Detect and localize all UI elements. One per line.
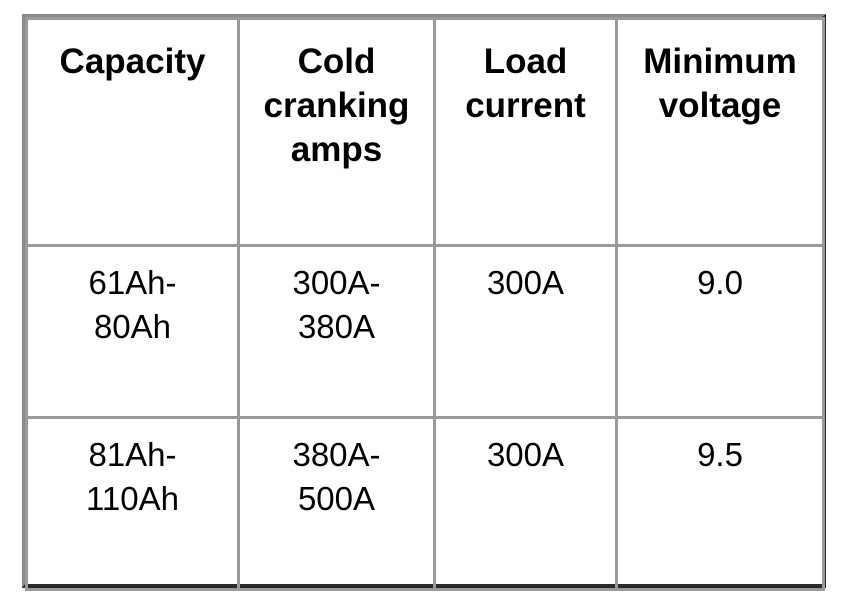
header-load-current-text: Load current bbox=[465, 42, 586, 125]
cell-capacity-text: 61Ah- 80Ah bbox=[88, 264, 177, 345]
battery-table-frame: Capacity Cold cranking amps Load current… bbox=[22, 14, 826, 591]
cell-load-current: 300A bbox=[433, 244, 618, 419]
cell-load-current: 300A bbox=[433, 416, 618, 591]
cell-capacity-text: 81Ah- 110Ah bbox=[86, 436, 179, 517]
header-cold-cranking-amps: Cold cranking amps bbox=[237, 17, 436, 247]
cell-capacity: 61Ah- 80Ah bbox=[25, 244, 240, 419]
header-minimum-voltage: Minimum voltage bbox=[615, 17, 825, 247]
cell-minimum-voltage-text: 9.5 bbox=[697, 436, 743, 473]
cell-minimum-voltage-text: 9.0 bbox=[697, 264, 743, 301]
table-row: 81Ah- 110Ah 380A- 500A 300A 9.5 bbox=[25, 416, 825, 591]
header-minimum-voltage-text: Minimum voltage bbox=[643, 42, 797, 125]
cell-load-current-text: 300A bbox=[486, 264, 565, 301]
header-load-current: Load current bbox=[433, 17, 618, 247]
cell-minimum-voltage: 9.5 bbox=[615, 416, 825, 591]
cell-cold-cranking-amps: 300A- 380A bbox=[237, 244, 436, 419]
header-row: Capacity Cold cranking amps Load current… bbox=[25, 17, 825, 247]
header-capacity: Capacity bbox=[25, 17, 240, 247]
cell-capacity: 81Ah- 110Ah bbox=[25, 416, 240, 591]
cell-cold-cranking-amps: 380A- 500A bbox=[237, 416, 436, 591]
battery-test-table: Capacity Cold cranking amps Load current… bbox=[25, 17, 825, 591]
header-capacity-text: Capacity bbox=[59, 42, 206, 81]
table-row: 61Ah- 80Ah 300A- 380A 300A 9.0 bbox=[25, 244, 825, 419]
cell-minimum-voltage: 9.0 bbox=[615, 244, 825, 419]
cell-load-current-text: 300A bbox=[486, 436, 565, 473]
cell-cca-text: 380A- 500A bbox=[292, 436, 381, 517]
header-cold-cranking-amps-text: Cold cranking amps bbox=[263, 42, 410, 169]
cell-cca-text: 300A- 380A bbox=[292, 264, 381, 345]
